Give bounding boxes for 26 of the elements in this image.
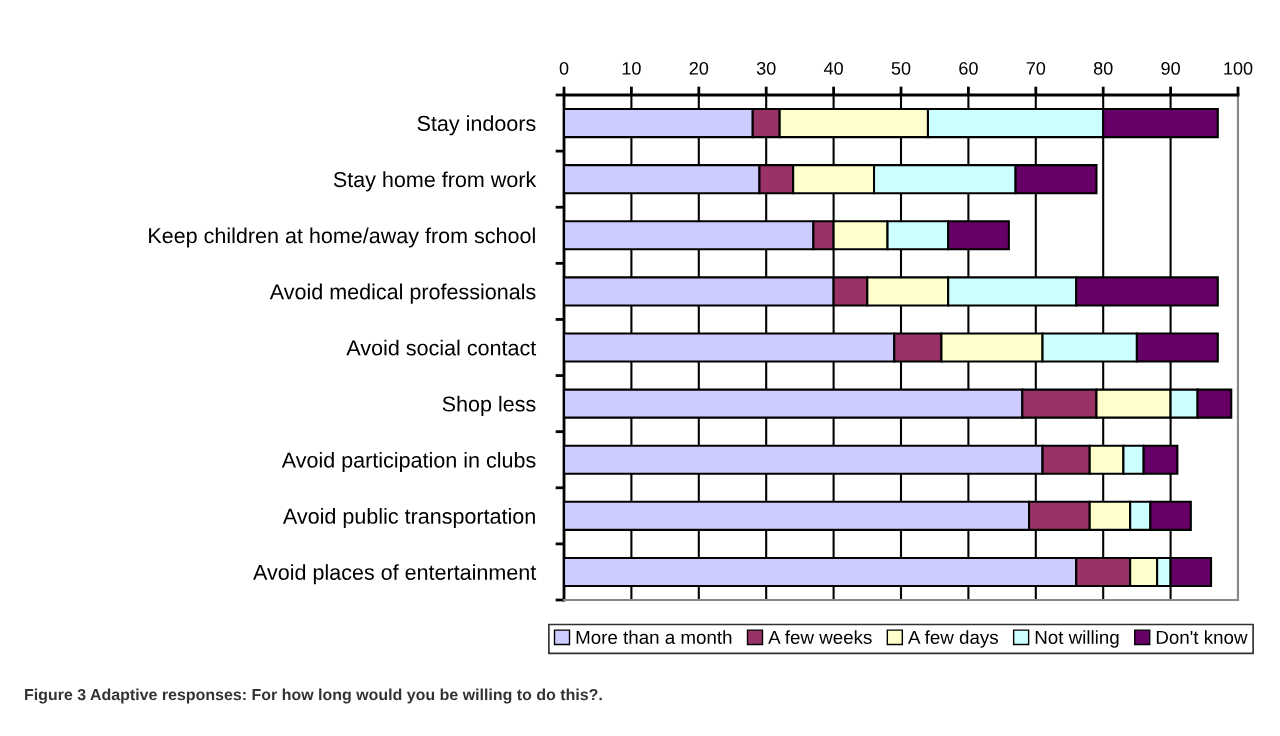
x-tick-label: 60 — [959, 61, 978, 75]
x-tick-label: 70 — [1026, 61, 1046, 75]
y-tick-label: Stay home from work — [333, 171, 537, 192]
x-tick-label: 10 — [622, 61, 641, 75]
legend-label: A few weeks — [768, 630, 872, 645]
x-tick-label: 20 — [689, 61, 709, 75]
y-tick-label: Avoid medical professionals — [269, 283, 536, 304]
legend-label: Don't know — [1156, 630, 1248, 645]
y-tick-label: Stay indoors — [417, 115, 536, 136]
x-tick-label: 100 — [1224, 61, 1253, 75]
legend-label: Not willing — [1035, 630, 1119, 648]
y-tick-label: Keep children at home/away from school — [149, 227, 535, 248]
x-tick-label: 80 — [1093, 61, 1113, 75]
x-tick-label: 30 — [756, 61, 776, 75]
y-tick-label: Avoid social contact — [346, 339, 537, 356]
x-tick-label: 50 — [891, 61, 911, 75]
legend-label: More than a month — [576, 630, 732, 645]
x-tick-label: 40 — [823, 61, 843, 75]
x-tick-label: 90 — [1161, 61, 1180, 75]
legend-label: A few days — [908, 630, 998, 648]
y-tick-label: Avoid participation in clubs — [281, 451, 536, 472]
x-tick-label: 0 — [559, 61, 569, 75]
caption: Figure 3 Adaptive responses: For how long would you be willing to do this?. — [25, 688, 602, 704]
y-tick-label: Shop less — [442, 395, 536, 416]
y-tick-label: Avoid public transportation — [282, 508, 535, 529]
y-tick-label: Avoid places of entertainment — [253, 564, 537, 585]
